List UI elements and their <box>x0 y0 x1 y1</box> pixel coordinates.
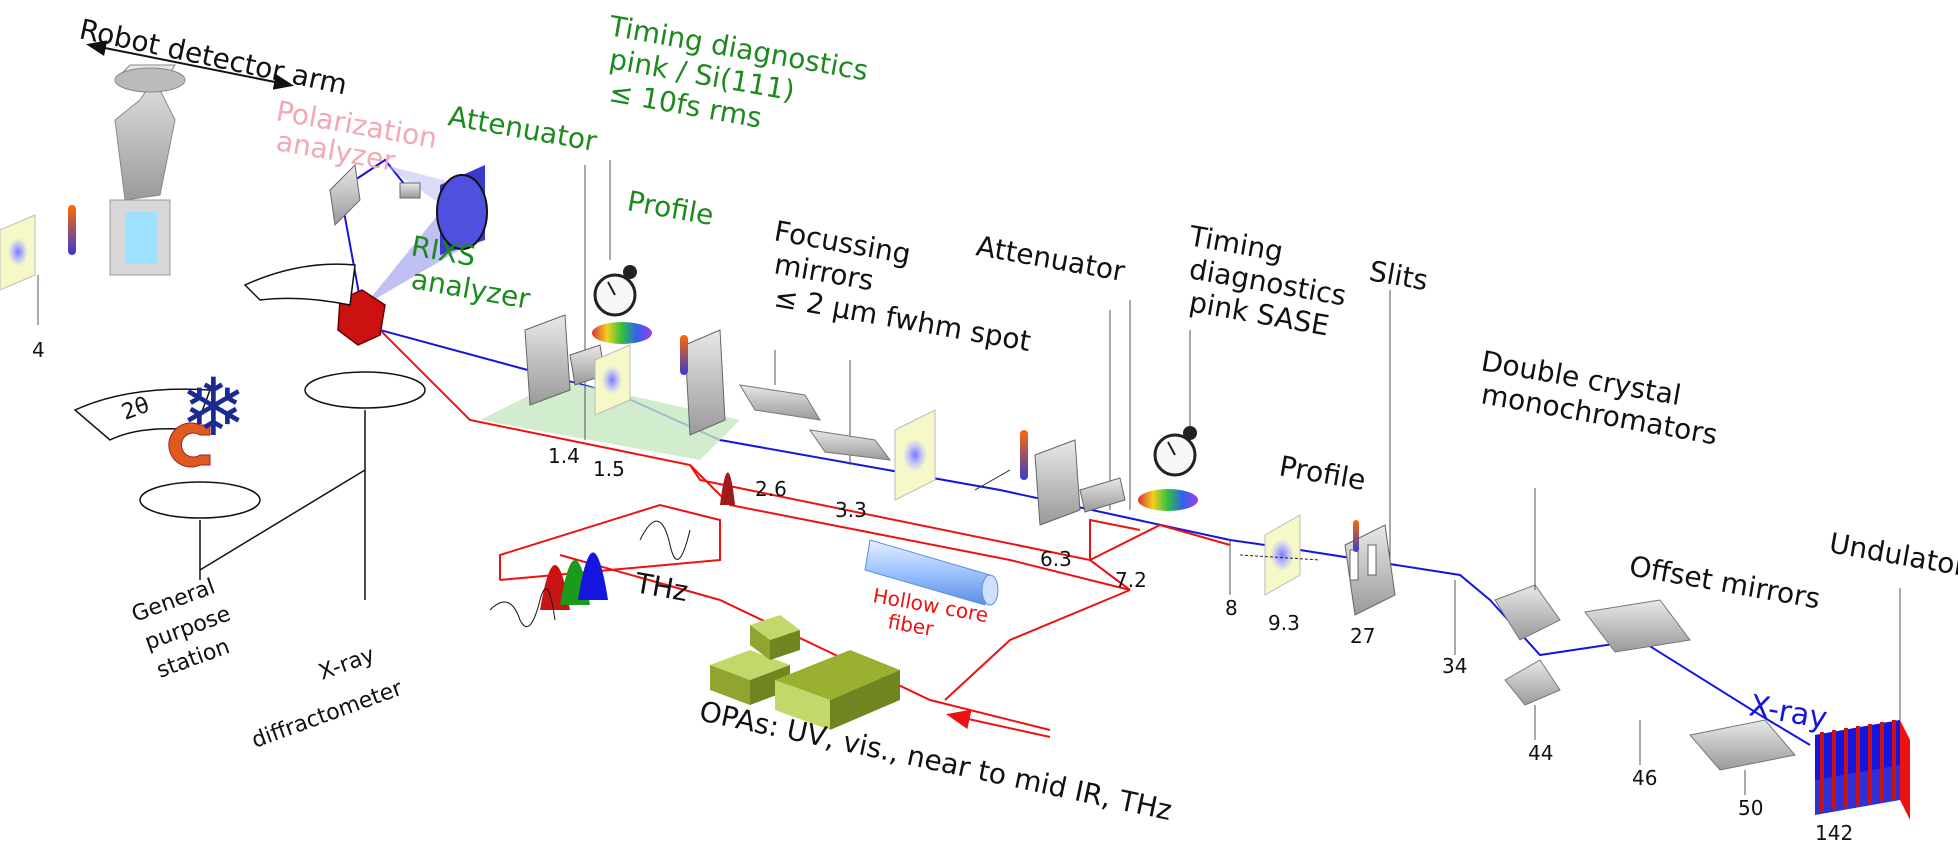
double-crystal-monochromator <box>1494 488 1561 706</box>
detector-left <box>0 205 76 325</box>
sample-base-plate <box>480 380 740 460</box>
dist-4: 4 <box>32 338 45 362</box>
dist-44: 44 <box>1528 741 1553 765</box>
slits <box>1344 520 1396 616</box>
snowflake-icon: ❄ <box>180 361 247 454</box>
laser-paths <box>374 324 1231 731</box>
label-robot-arm: Robot detector arm <box>77 13 351 102</box>
profile-monitor-mid <box>894 409 936 501</box>
timing-diagnostics-near <box>592 265 726 436</box>
pulse-spectra <box>489 472 735 628</box>
label-xrd-1: X-ray <box>316 642 379 685</box>
two-theta-arc <box>73 263 356 441</box>
xray-beam-rixs <box>338 158 406 311</box>
dist-46: 46 <box>1632 766 1657 790</box>
label-thz: THz <box>632 566 691 608</box>
distance-ticks <box>584 160 1746 795</box>
polarization-crystal <box>329 163 361 227</box>
stopwatch-sase-icon <box>1138 426 1198 511</box>
label-xrd-2: diffractometer <box>249 676 407 754</box>
label-opas: OPAs: UV, vis., near to mid IR, THz <box>697 695 1175 827</box>
attenuator-far <box>974 430 1126 526</box>
undulator <box>1815 588 1910 820</box>
label-slits: Slits <box>1367 254 1431 297</box>
dist-1-5: 1.5 <box>593 457 625 481</box>
label-attenuator-near: Attenuator <box>446 99 600 158</box>
rotation-arrows <box>139 371 426 600</box>
dist-27: 27 <box>1350 624 1375 648</box>
dist-142: 142 <box>1815 821 1853 844</box>
label-profile-far: Profile <box>1277 449 1368 497</box>
dist-50: 50 <box>1738 796 1763 820</box>
dist-2-6: 2.6 <box>755 477 787 501</box>
dist-9-3: 9.3 <box>1268 611 1300 635</box>
opa-boxes <box>710 615 900 730</box>
label-attenuator-far: Attenuator <box>974 229 1128 288</box>
robot-arm-arrow <box>86 40 294 90</box>
dist-3-3: 3.3 <box>835 498 867 522</box>
focussing-mirrors <box>739 384 892 461</box>
magnet-icon <box>168 422 211 468</box>
dist-6-3: 6.3 <box>1040 547 1072 571</box>
offset-mirrors <box>1584 599 1796 771</box>
dist-1-4: 1.4 <box>548 444 580 468</box>
dist-7-2: 7.2 <box>1115 568 1147 592</box>
rixs-analyzer <box>399 165 488 255</box>
robot-arm <box>109 64 186 276</box>
dist-8: 8 <box>1225 596 1238 620</box>
label-undulator: Undulator <box>1827 526 1958 583</box>
hollow-core-fiber <box>864 539 999 606</box>
dist-34: 34 <box>1442 654 1467 678</box>
label-focus-3: ≤ 2 µm fwhm spot <box>772 280 1034 358</box>
profile-monitor-far <box>1239 514 1321 596</box>
label-profile-green: Profile <box>625 184 716 232</box>
laser-input-arrow <box>946 709 1051 738</box>
profile-monitor-near <box>594 344 631 416</box>
